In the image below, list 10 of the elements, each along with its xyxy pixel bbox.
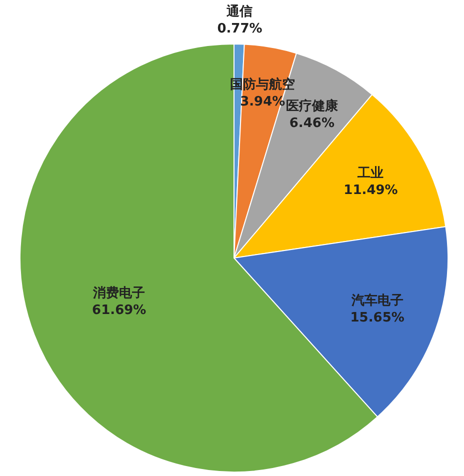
slice-label: 通信 xyxy=(226,4,253,20)
slice-label: 汽车电子 xyxy=(350,292,404,308)
data-label: 0.77% xyxy=(217,22,262,37)
slice-label: 消费电子 xyxy=(92,286,146,302)
data-label: 15.65% xyxy=(350,310,404,326)
data-label: 6.46% xyxy=(289,116,334,131)
data-label: 11.49% xyxy=(344,182,398,198)
slice-label: 工业 xyxy=(356,166,384,181)
slice-label: 医疗健康 xyxy=(286,98,339,114)
data-label: 61.69% xyxy=(92,303,146,318)
